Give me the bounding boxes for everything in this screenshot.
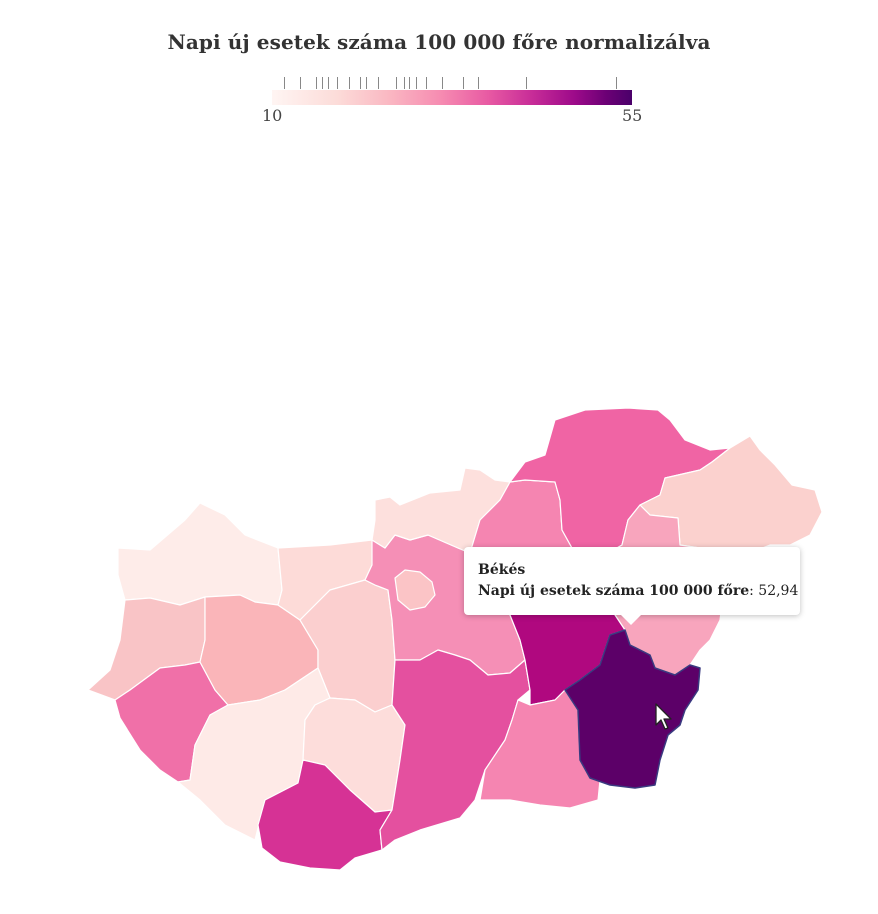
mouse-cursor-icon	[655, 703, 672, 730]
legend-tick	[416, 77, 417, 89]
county-bekes[interactable]	[564, 629, 701, 789]
tooltip-arrow	[621, 615, 641, 625]
legend-tick	[408, 77, 410, 89]
county-gyor-moson-sopron[interactable]	[117, 502, 283, 606]
legend-tick	[366, 77, 368, 89]
map-title: Napi új esetek száma 100 000 főre normal…	[167, 30, 711, 54]
county-tooltip: Békés Napi új esetek száma 100 000 főre:…	[464, 547, 800, 625]
legend-tick	[425, 77, 427, 89]
legend-tick	[328, 77, 329, 89]
tooltip-value-label: Napi új esetek száma 100 000 főre	[478, 583, 750, 599]
tooltip-value: 52,94	[758, 583, 799, 599]
county-csongrad[interactable]	[479, 689, 601, 809]
legend-tick	[336, 77, 338, 89]
tooltip-county-name: Békés	[478, 562, 526, 578]
county-budapest[interactable]	[394, 569, 436, 611]
legend-tick	[300, 77, 301, 89]
legend-min-label: 10	[262, 106, 283, 125]
tooltip-value-line: Napi új esetek száma 100 000 főre: 52,94	[478, 583, 799, 599]
legend-tick	[348, 77, 350, 89]
legend-tick	[360, 77, 361, 89]
legend-tick	[441, 77, 443, 89]
legend-tick	[284, 77, 285, 89]
legend-tick	[321, 77, 323, 89]
legend-tick	[616, 77, 617, 89]
color-legend: 10 55	[262, 74, 642, 125]
legend-tick	[463, 77, 465, 89]
legend-tick	[396, 77, 397, 89]
legend-max-label: 55	[622, 106, 643, 125]
legend-tick	[404, 77, 405, 89]
legend-color-bar	[272, 90, 632, 105]
legend-tick	[477, 77, 479, 89]
legend-tick	[525, 77, 527, 89]
legend-tick	[378, 77, 380, 89]
legend-tick	[316, 77, 317, 89]
